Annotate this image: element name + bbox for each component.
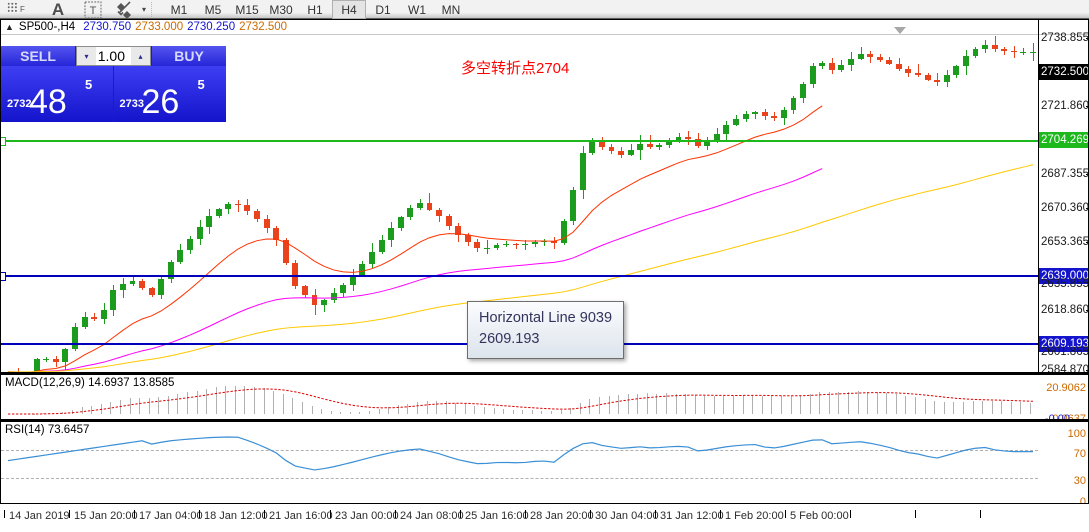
svg-text:T: T: [90, 5, 97, 17]
